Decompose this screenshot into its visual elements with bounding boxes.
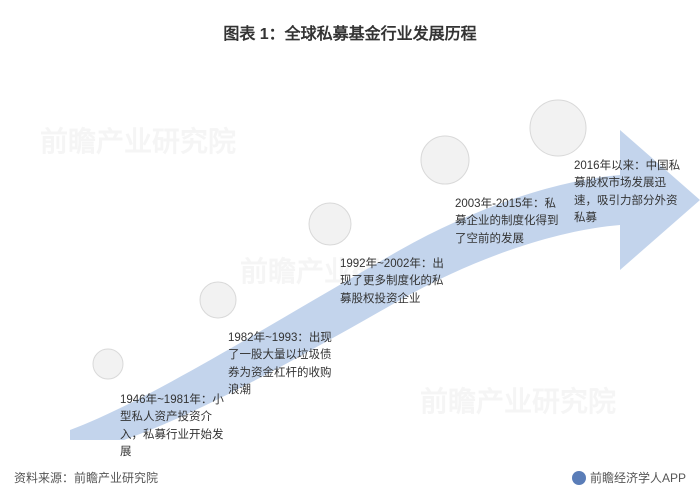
timeline-node-circle bbox=[309, 203, 351, 245]
brand-area: 前瞻经济学人APP bbox=[572, 469, 686, 486]
timeline-arrow-svg bbox=[0, 60, 700, 440]
timeline-node-circle bbox=[421, 136, 469, 184]
chart-title: 图表 1：全球私募基金行业发展历程 bbox=[0, 0, 700, 44]
timeline-node-circle bbox=[93, 349, 123, 379]
brand-label: 前瞻经济学人APP bbox=[590, 469, 686, 486]
timeline-node-label: 1982年~1993：出现了一股大量以垃圾债券为资金杠杆的收购浪潮 bbox=[228, 330, 338, 399]
timeline-node-label: 1946年~1981年：小型私人资产投资介入，私募行业开始发展 bbox=[120, 392, 230, 461]
timeline-node-label: 2003年-2015年：私募企业的制度化得到了空前的发展 bbox=[455, 196, 565, 248]
source-label: 资料来源：前瞻产业研究院 bbox=[14, 469, 158, 486]
timeline-node-circle bbox=[530, 100, 586, 156]
timeline-node-circle bbox=[200, 282, 236, 318]
brand-dot-icon bbox=[572, 471, 586, 485]
timeline-node-label: 2016年以来：中国私募股权市场发展迅速，吸引力部分外资私募 bbox=[574, 158, 684, 227]
timeline-node-label: 1992年~2002年：出现了更多制度化的私募股权投资企业 bbox=[340, 256, 450, 308]
